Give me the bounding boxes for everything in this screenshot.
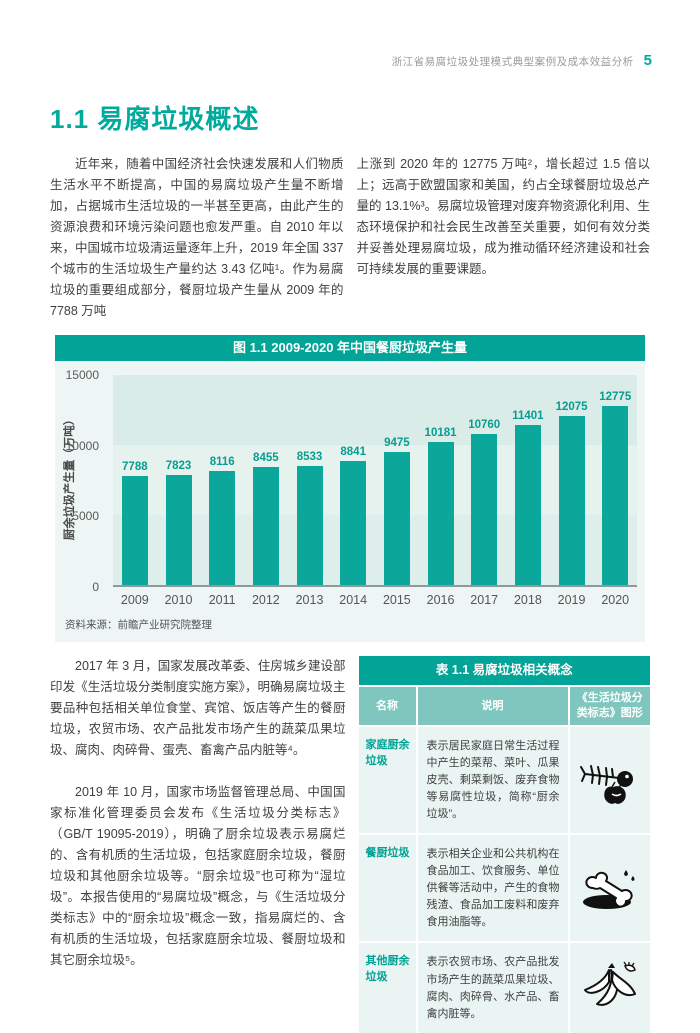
body-paragraph-2: 2019 年 10 月，国家市场监督管理总局、中国国家标准化管理委员会发布《生活…	[50, 785, 346, 967]
row-name: 餐厨垃圾	[358, 835, 416, 942]
bar-value-label: 10760	[468, 419, 501, 432]
bar-value-label: 12075	[555, 400, 588, 413]
bar	[471, 434, 498, 585]
body-text-column: 2017 年 3 月，国家发展改革委、住房城乡建设部印发《生活垃圾分类制度实施方…	[50, 656, 346, 971]
row-description: 表示相关企业和公共机构在食品加工、饮食服务、单位供餐等活动中，产生的食物残渣、食…	[417, 835, 568, 942]
x-axis-tick-label: 2011	[208, 593, 236, 607]
bar	[340, 461, 367, 585]
x-axis-tick-label: 2009	[120, 593, 149, 607]
page-header: 浙江省易腐垃圾处理模式典型案例及成本效益分析 5	[0, 0, 700, 69]
bar-slot: 12075	[550, 375, 594, 585]
x-axis-tick-label: 2013	[295, 593, 324, 607]
row-name: 家庭厨余垃圾	[358, 727, 416, 834]
y-axis-tick-label: 15000	[65, 368, 99, 382]
x-axis-labels: 2009 2010 2011 2012 2013 2014 2015 2016 2017 2018…	[113, 593, 637, 607]
page-number: 5	[643, 52, 652, 69]
bar-slot: 7823	[157, 375, 201, 585]
figure-1-1-card: 图 1.1 2009-2020 年中国餐厨垃圾产生量 厨余垃圾产生量（万吨） 0…	[55, 335, 645, 642]
x-axis-tick-label: 2012	[251, 593, 280, 607]
table-row: 家庭厨余垃圾 表示居民家庭日常生活过程中产生的菜帮、菜叶、瓜果皮壳、剩菜剩饭、废…	[358, 727, 650, 834]
table-row: 其他厨余垃圾 表示农贸市场、农产品批发市场产生的蔬菜瓜果垃圾、腐肉、肉碎骨、水产…	[358, 943, 650, 1033]
bar	[558, 415, 585, 585]
chart-plot: 7788 7823 8116 8455 8533 8841 9475 10181 10760 11…	[113, 375, 637, 587]
chart-source-note: 资料来源：前瞻产业研究院整理	[65, 619, 212, 631]
bar-slot: 11401	[506, 375, 550, 585]
bar-slot: 10181	[419, 375, 463, 585]
bar	[209, 471, 236, 585]
bar-value-label: 10181	[424, 427, 457, 440]
document-title: 浙江省易腐垃圾处理模式典型案例及成本效益分析	[391, 56, 634, 68]
bar	[514, 425, 541, 585]
fishbone-apple-core-icon	[569, 727, 650, 834]
bar-slot: 10760	[462, 375, 506, 585]
chart-body: 厨余垃圾产生量（万吨） 0 5000 10000 15000 7788 7823 8116…	[55, 361, 645, 613]
table-1-1: 表 1.1 易腐垃圾相关概念 名称 说明 《生活垃圾分类标志》图形 家庭厨余垃圾…	[358, 656, 650, 1033]
x-axis-tick-label: 2016	[426, 593, 455, 607]
bar-value-label: 7788	[122, 460, 148, 473]
bar-slot: 8116	[200, 375, 244, 585]
bar	[296, 465, 323, 585]
intro-columns: 近年来，随着中国经济社会快速发展和人们物质生活水平不断提高，中国的易腐垃圾产生量…	[50, 154, 650, 322]
intro-left-paragraph: 近年来，随着中国经济社会快速发展和人们物质生活水平不断提高，中国的易腐垃圾产生量…	[50, 157, 344, 318]
table-row: 餐厨垃圾 表示相关企业和公共机构在食品加工、饮食服务、单位供餐等活动中，产生的食…	[358, 835, 650, 942]
x-axis-tick-label: 2019	[557, 593, 586, 607]
y-axis-tick-label: 5000	[72, 509, 99, 524]
bottom-section: 2017 年 3 月，国家发展改革委、住房城乡建设部印发《生活垃圾分类制度实施方…	[50, 656, 650, 1033]
bar-slot: 12775	[593, 375, 637, 585]
bar-slot: 9475	[375, 375, 419, 585]
table-header-desc: 说明	[417, 687, 568, 725]
bar-value-label: 9475	[384, 437, 410, 450]
bar-value-label: 8455	[253, 451, 279, 464]
bar	[121, 475, 148, 585]
bar-slot: 8455	[244, 375, 288, 585]
banana-peel-icon	[569, 943, 650, 1033]
row-description: 表示农贸市场、农产品批发市场产生的蔬菜瓜果垃圾、腐肉、肉碎骨、水产品、畜禽内脏等…	[417, 943, 568, 1033]
bar-value-label: 12775	[599, 391, 632, 404]
intro-right-paragraph: 上涨到 2020 年的 12775 万吨²，增长超过 1.5 倍以上；远高于欧盟…	[356, 157, 651, 276]
bar-value-label: 8116	[209, 456, 235, 469]
bar	[165, 475, 192, 585]
bar	[383, 452, 410, 585]
bar-value-label: 7823	[165, 460, 192, 473]
x-axis-tick-label: 2018	[513, 593, 542, 607]
bar	[427, 442, 454, 585]
y-axis-tick-label: 10000	[65, 438, 99, 453]
row-description: 表示居民家庭日常生活过程中产生的菜帮、菜叶、瓜果皮壳、剩菜剩饭、废弃食物等易腐性…	[417, 727, 568, 834]
bone-oil-icon	[569, 835, 650, 942]
bar-slot: 7788	[113, 375, 157, 585]
x-axis-tick-label: 2010	[164, 593, 193, 607]
bar-slot: 8841	[331, 375, 375, 585]
table-header-icon: 《生活垃圾分类标志》图形	[569, 687, 650, 725]
x-axis-tick-label: 2020	[601, 593, 630, 607]
y-axis-tick-label: 0	[92, 580, 99, 594]
row-name: 其他厨余垃圾	[358, 943, 416, 1033]
x-axis-tick-label: 2014	[339, 593, 368, 607]
bar-value-label: 8841	[340, 446, 366, 459]
bar-value-label: 8533	[296, 450, 323, 463]
section-title: 1.1 易腐垃圾概述	[50, 104, 260, 134]
bar-slot: 8533	[288, 375, 332, 585]
bar	[602, 406, 629, 585]
y-axis-ticks: 0 5000 10000 15000	[63, 368, 103, 594]
figure-title: 图 1.1 2009-2020 年中国餐厨垃圾产生量	[55, 335, 645, 361]
bar	[252, 466, 279, 585]
bar-value-label: 11401	[512, 410, 544, 423]
x-axis-tick-label: 2017	[470, 593, 499, 607]
table-header-name: 名称	[358, 687, 416, 725]
body-paragraph-1: 2017 年 3 月，国家发展改革委、住房城乡建设部印发《生活垃圾分类制度实施方…	[50, 659, 346, 757]
table-title: 表 1.1 易腐垃圾相关概念	[358, 656, 650, 685]
x-axis-tick-label: 2015	[382, 593, 411, 607]
table-header-row: 名称 说明 《生活垃圾分类标志》图形	[358, 687, 650, 725]
